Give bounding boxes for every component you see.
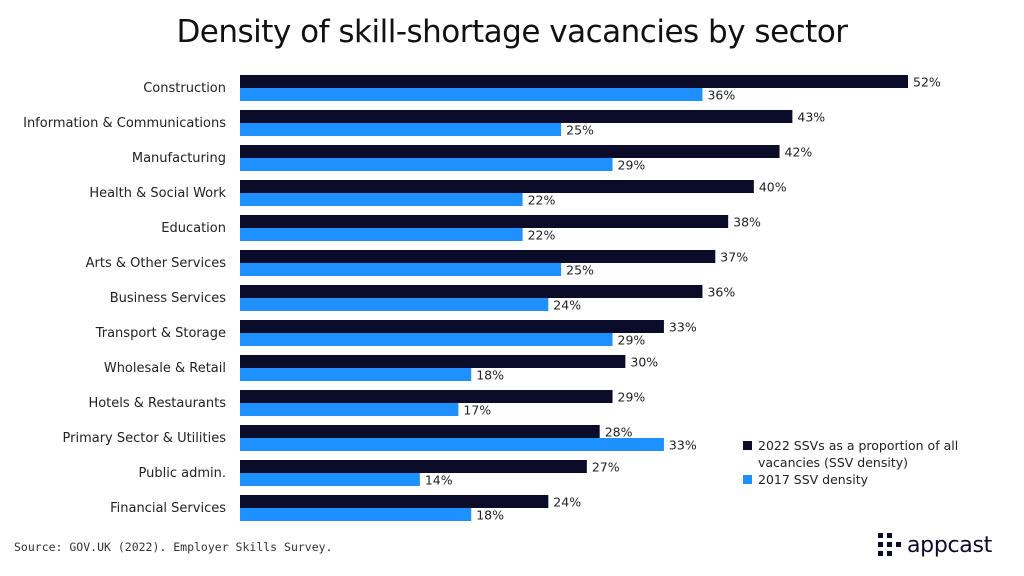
- data-label: 28%: [605, 425, 633, 440]
- data-label: 22%: [528, 228, 556, 243]
- category-label: Information & Communications: [23, 116, 226, 131]
- category-label: Financial Services: [110, 501, 226, 516]
- category-label: Education: [161, 221, 226, 236]
- bar-2017: [240, 228, 523, 241]
- bar-2022: [240, 250, 716, 263]
- data-label: 18%: [476, 508, 504, 523]
- bar-2017: [240, 263, 562, 276]
- data-label: 25%: [566, 263, 594, 278]
- appcast-logo-icon: [878, 533, 901, 556]
- bar-2022: [240, 285, 703, 298]
- bar-2022: [240, 495, 549, 508]
- bar-2017: [240, 193, 523, 206]
- appcast-logo[interactable]: appcast: [878, 530, 992, 560]
- data-label: 33%: [669, 320, 697, 335]
- bar-2017: [240, 403, 459, 416]
- bar-2017: [240, 438, 664, 451]
- category-label: Construction: [143, 81, 226, 96]
- data-label: 37%: [720, 250, 748, 265]
- data-label: 29%: [618, 158, 646, 173]
- brand-name: appcast: [907, 532, 992, 558]
- bar-2022: [240, 110, 793, 123]
- bar-2022: [240, 145, 780, 158]
- category-label: Arts & Other Services: [86, 256, 227, 271]
- category-label: Manufacturing: [132, 151, 226, 166]
- bar-2017: [240, 333, 613, 346]
- category-label: Business Services: [110, 291, 227, 306]
- data-label: 24%: [553, 495, 581, 510]
- data-label: 30%: [630, 355, 658, 370]
- bar-2022: [240, 460, 587, 473]
- bar-2017: [240, 473, 420, 486]
- data-label: 27%: [592, 460, 620, 475]
- category-label: Wholesale & Retail: [104, 361, 226, 376]
- data-label: 36%: [707, 88, 735, 103]
- category-label: Health & Social Work: [89, 186, 226, 201]
- data-label: 22%: [528, 193, 556, 208]
- category-label: Primary Sector & Utilities: [63, 431, 227, 446]
- data-label: 29%: [618, 390, 646, 405]
- source-note: Source: GOV.UK (2022). Employer Skills S…: [14, 540, 333, 554]
- data-label: 25%: [566, 123, 594, 138]
- bars-layer: Construction 52% 36% Information & Communic…: [23, 75, 941, 523]
- data-label: 36%: [707, 285, 735, 300]
- bar-2017: [240, 298, 549, 311]
- category-label: Public admin.: [139, 466, 226, 481]
- bar-2022: [240, 180, 754, 193]
- bar-2022: [240, 320, 664, 333]
- bar-2017: [240, 368, 472, 381]
- data-label: 38%: [733, 215, 761, 230]
- data-label: 33%: [669, 438, 697, 453]
- data-label: 24%: [553, 298, 581, 313]
- category-label: Transport & Storage: [95, 326, 226, 341]
- bar-2022: [240, 425, 600, 438]
- bar-2017: [240, 123, 562, 136]
- legend-swatch-2017: [743, 475, 752, 484]
- data-label: 17%: [463, 403, 491, 418]
- legend-swatch-2022: [743, 441, 752, 450]
- bar-2017: [240, 508, 472, 521]
- legend-label: 2022 SSVs as a proportion of all: [758, 438, 958, 453]
- legend: 2022 SSVs as a proportion of all vacancie…: [743, 438, 958, 487]
- bar-2017: [240, 88, 703, 101]
- data-label: 52%: [913, 75, 941, 90]
- data-label: 14%: [425, 473, 453, 488]
- legend-label: 2017 SSV density: [758, 472, 869, 487]
- data-label: 29%: [618, 333, 646, 348]
- data-label: 43%: [797, 110, 825, 125]
- bar-2022: [240, 355, 626, 368]
- data-label: 18%: [476, 368, 504, 383]
- chart-title: Density of skill-shortage vacancies by s…: [176, 14, 848, 50]
- data-label: 40%: [759, 180, 787, 195]
- bar-2022: [240, 215, 729, 228]
- legend-label: vacancies (SSV density): [758, 455, 908, 470]
- category-label: Hotels & Restaurants: [88, 396, 226, 411]
- data-label: 42%: [785, 145, 813, 160]
- bar-2022: [240, 75, 908, 88]
- bar-2017: [240, 158, 613, 171]
- bar-2022: [240, 390, 613, 403]
